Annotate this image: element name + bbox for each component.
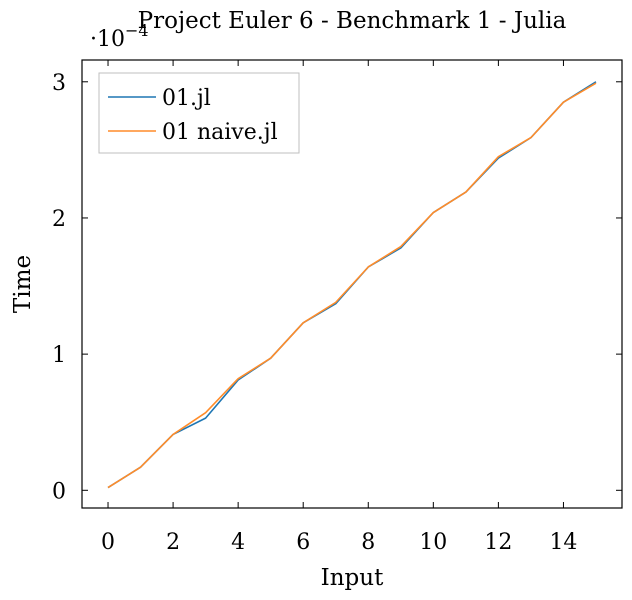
x-tick-label: 6: [296, 530, 310, 555]
chart-title: Project Euler 6 - Benchmark 1 - Julia: [138, 8, 567, 34]
y-tick-label: 3: [52, 71, 66, 96]
plot-area-frame: [81, 59, 623, 509]
x-tick-label: 14: [549, 530, 577, 555]
x-tick-label: 10: [419, 530, 447, 555]
y-tick-label: 1: [52, 343, 66, 368]
x-tick-label: 8: [361, 530, 375, 555]
y-axis-ticks: 0 1 2 3: [52, 71, 622, 504]
y-axis-label: Time: [10, 255, 36, 313]
x-axis-label: Input: [321, 565, 384, 591]
x-tick-label: 4: [231, 530, 245, 555]
legend-box: [98, 72, 300, 154]
y-tick-label: 2: [52, 207, 66, 232]
x-tick-label: 2: [166, 530, 180, 555]
x-tick-label: 0: [101, 530, 115, 555]
y-multiplier-exponent: −4: [125, 21, 149, 40]
series-line-2: [107, 82, 597, 489]
series-lines: [107, 81, 597, 489]
legend-label-1: 01.jl: [162, 86, 211, 111]
y-tick-label: 0: [52, 479, 66, 504]
legend-label-2: 01 naive.jl: [162, 120, 278, 145]
x-axis-ticks: 0 2 4 6 8 10 12 14: [101, 60, 577, 555]
y-multiplier: ·10−4: [90, 21, 149, 52]
x-tick-label: 12: [484, 530, 512, 555]
y-multiplier-base: ·10: [90, 27, 125, 52]
legend: 01.jl 01 naive.jl: [98, 72, 300, 154]
